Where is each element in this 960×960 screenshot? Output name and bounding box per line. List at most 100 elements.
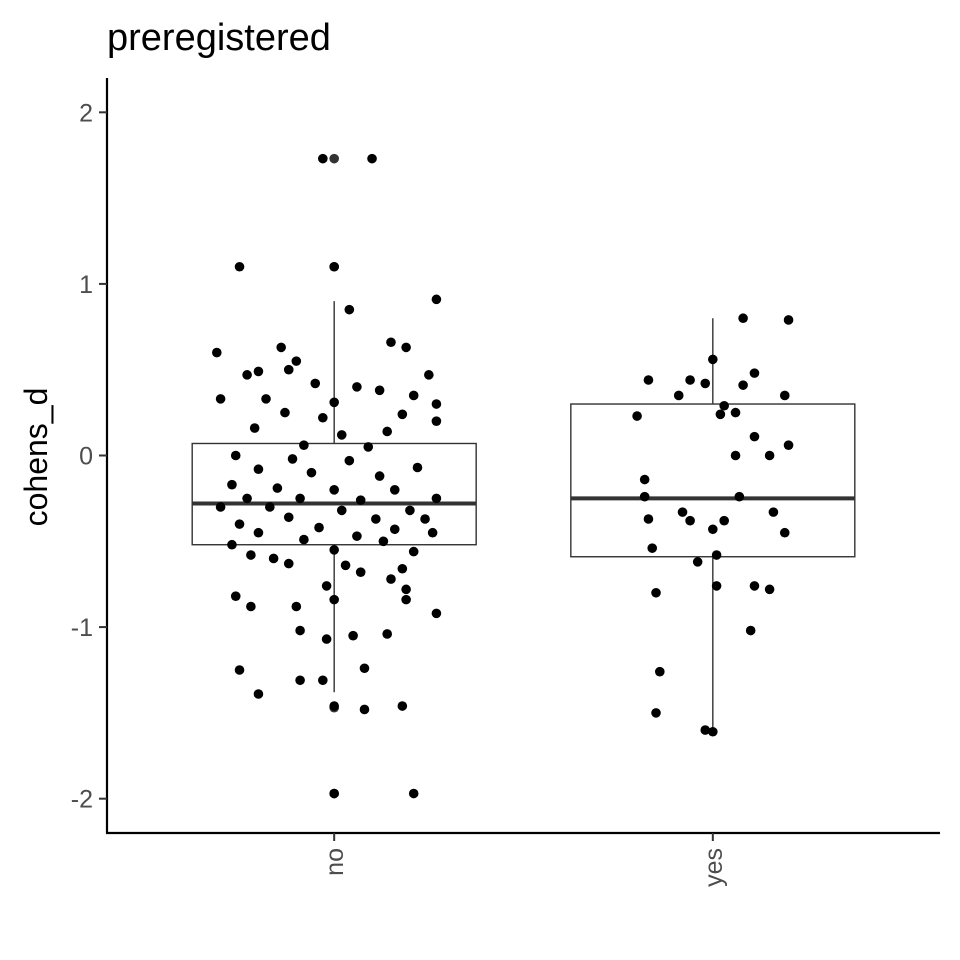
- data-point: [367, 153, 377, 164]
- data-point: [424, 370, 434, 380]
- data-point: [261, 394, 271, 404]
- data-point: [371, 514, 381, 524]
- data-points: [212, 153, 794, 799]
- data-point: [708, 726, 718, 737]
- data-point: [401, 594, 411, 605]
- data-point: [234, 519, 245, 529]
- data-point: [673, 390, 684, 401]
- data-point: [719, 400, 729, 411]
- data-point: [412, 462, 423, 473]
- outlier-point: [329, 153, 339, 164]
- y-tick-label: 1: [79, 271, 93, 299]
- data-point: [651, 587, 661, 598]
- data-point: [283, 512, 294, 523]
- data-point: [420, 514, 430, 524]
- data-point: [651, 708, 661, 718]
- data-point: [253, 366, 264, 377]
- data-point: [632, 411, 642, 421]
- data-point: [397, 409, 408, 420]
- data-point: [253, 527, 264, 538]
- data-point: [734, 491, 745, 502]
- y-tick-label: -2: [71, 786, 93, 814]
- data-point: [318, 153, 328, 164]
- data-point: [344, 455, 355, 466]
- data-point: [405, 505, 415, 516]
- data-point: [287, 454, 298, 464]
- data-point: [329, 485, 339, 495]
- data-point: [359, 704, 370, 715]
- data-point: [692, 557, 703, 567]
- x-axis-ticks: no yes: [321, 833, 728, 887]
- data-point: [249, 423, 260, 433]
- data-point: [299, 440, 309, 451]
- data-point: [215, 502, 226, 512]
- data-point: [779, 527, 790, 538]
- data-point: [783, 315, 794, 325]
- data-point: [212, 347, 222, 358]
- data-point: [408, 546, 419, 557]
- data-point: [386, 574, 396, 584]
- data-point: [265, 502, 275, 512]
- data-point: [291, 356, 302, 366]
- data-point: [230, 450, 241, 461]
- data-point: [700, 378, 711, 389]
- data-point: [738, 313, 748, 324]
- data-point: [745, 625, 756, 636]
- data-point: [401, 584, 411, 595]
- data-point: [408, 788, 419, 799]
- data-point: [329, 788, 339, 799]
- data-point: [352, 531, 362, 541]
- data-point: [643, 514, 654, 524]
- data-point: [234, 261, 245, 272]
- data-point: [386, 337, 396, 348]
- data-point: [783, 440, 794, 451]
- data-point: [227, 539, 237, 550]
- data-point: [397, 701, 408, 711]
- data-point: [352, 382, 362, 392]
- data-point: [355, 567, 366, 577]
- data-point: [299, 534, 309, 545]
- data-point: [708, 524, 718, 535]
- y-axis-label: cohens_d: [18, 388, 54, 527]
- data-point: [431, 399, 442, 409]
- data-point: [227, 479, 237, 490]
- data-point: [397, 563, 408, 574]
- data-point: [253, 464, 264, 475]
- data-point: [389, 524, 400, 535]
- data-point: [378, 536, 389, 547]
- data-point: [700, 725, 711, 735]
- data-point: [318, 675, 328, 686]
- y-tick-label: 2: [79, 99, 93, 127]
- data-point: [336, 505, 347, 516]
- data-point: [708, 354, 718, 365]
- y-tick-label: -1: [71, 614, 93, 642]
- data-point: [363, 442, 374, 452]
- data-point: [306, 467, 317, 478]
- data-point: [242, 370, 252, 380]
- data-point: [764, 450, 775, 461]
- data-point: [295, 675, 305, 686]
- data-point: [295, 625, 305, 636]
- data-point: [730, 407, 741, 418]
- data-point: [374, 385, 385, 396]
- data-point: [276, 342, 286, 353]
- data-point: [329, 261, 339, 272]
- data-point: [639, 491, 650, 502]
- data-point: [711, 581, 722, 591]
- data-point: [234, 665, 245, 675]
- data-point: [431, 294, 442, 305]
- data-point: [336, 430, 347, 440]
- data-point: [246, 550, 256, 560]
- data-point: [677, 507, 688, 517]
- data-point: [283, 364, 294, 375]
- data-point: [382, 629, 392, 639]
- data-point: [321, 581, 332, 591]
- data-point: [344, 304, 355, 315]
- data-point: [340, 560, 351, 571]
- data-point: [768, 507, 779, 517]
- data-point: [408, 390, 419, 401]
- data-point: [719, 515, 729, 526]
- data-point: [359, 663, 370, 674]
- data-point: [318, 412, 328, 423]
